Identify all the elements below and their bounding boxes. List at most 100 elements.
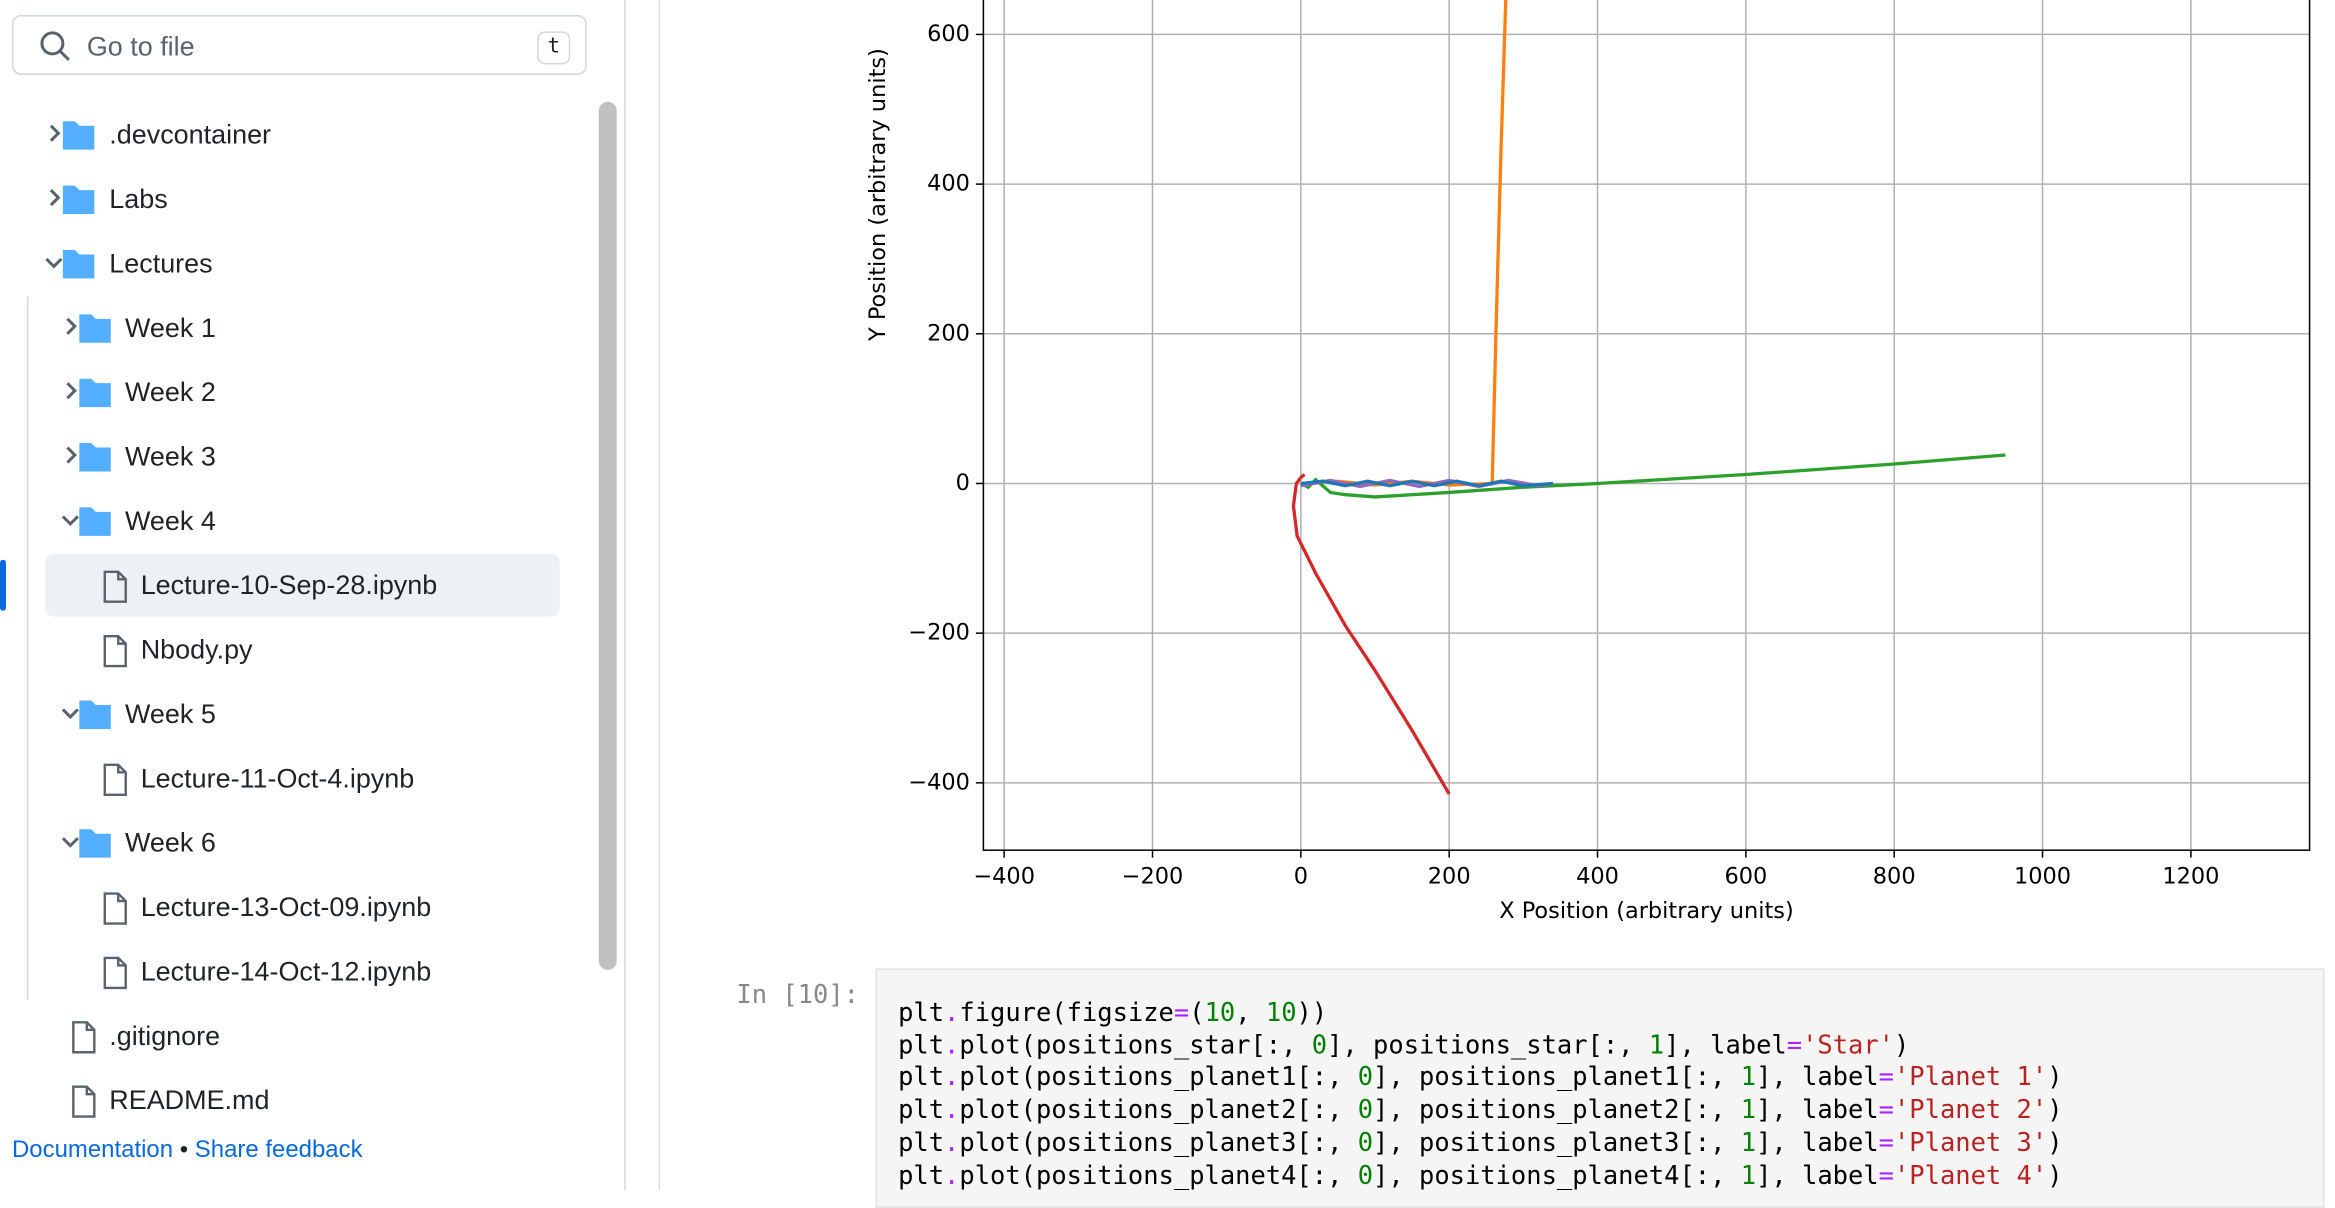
x-tick-label: −400 <box>973 864 1035 890</box>
tree-label: README.md <box>109 1085 270 1116</box>
file-icon <box>72 1085 96 1118</box>
tree-label: Week 4 <box>124 505 216 536</box>
series-line <box>1300 0 1508 487</box>
tree-label: Nbody.py <box>140 634 253 665</box>
footer-link[interactable]: Documentation <box>11 1137 174 1164</box>
divider <box>658 0 661 1190</box>
tree-row[interactable]: Week 5 <box>0 683 569 746</box>
selection-bar <box>0 559 6 611</box>
tree-label: Week 1 <box>124 312 216 343</box>
code-cell[interactable]: plt.figure(figsize=(10, 10)) plt.plot(pos… <box>875 968 2325 1208</box>
tree-row[interactable]: Lectures <box>0 232 569 295</box>
code-token: 'Planet 2' <box>1893 1095 2048 1126</box>
tree-row[interactable]: Week 4 <box>0 489 569 552</box>
tree-label: .gitignore <box>109 1020 221 1051</box>
tree-label: Week 3 <box>124 441 216 472</box>
folder <box>78 700 111 729</box>
tree-row[interactable]: Week 3 <box>0 425 569 488</box>
code-token: 10 <box>1265 998 1297 1029</box>
folder <box>78 314 111 343</box>
code-token: 1 <box>1648 1030 1665 1061</box>
x-axis-label: X Position (arbitrary units) <box>1499 898 1794 924</box>
chevron <box>49 189 61 207</box>
shortcut-key: t <box>537 31 571 65</box>
tree-row[interactable]: .devcontainer <box>0 103 569 166</box>
tree-row[interactable]: Week 2 <box>0 361 569 424</box>
tree-label: Week 6 <box>124 827 216 858</box>
axes-frame <box>982 0 2311 851</box>
file-sidebar: Go to file t .devcontainer Labs Lectures We… <box>0 0 626 1190</box>
tree-label: .devcontainer <box>109 119 272 150</box>
tree-row[interactable]: .gitignore <box>0 1004 569 1067</box>
chevron <box>61 515 79 526</box>
separator: • <box>179 1137 189 1164</box>
folder <box>62 249 95 279</box>
x-tick-label: 600 <box>1724 864 1767 890</box>
tree-row[interactable]: Lecture-13-Oct-09.ipynb <box>0 876 569 939</box>
search-box[interactable]: Go to file t <box>11 14 587 75</box>
y-tick-label: 200 <box>927 320 970 346</box>
tree-row[interactable]: Week 1 <box>0 296 569 359</box>
search-icon <box>40 31 70 61</box>
file-icon <box>103 892 127 925</box>
code-token: . <box>944 1095 960 1126</box>
folder <box>62 185 95 215</box>
code-line: plt.plot(positions_star[:, 0], positions… <box>898 1030 1910 1061</box>
tree-label: Week 2 <box>124 377 216 408</box>
chevron <box>61 837 79 848</box>
tree-row[interactable]: Lecture-14-Oct-12.ipynb <box>0 940 569 1003</box>
code-token: = <box>1878 1063 1894 1094</box>
file-icon <box>103 634 127 668</box>
y-tick-label: −200 <box>908 620 970 646</box>
folder <box>78 507 111 536</box>
tree-row[interactable]: Labs <box>0 168 569 231</box>
code-line: plt.figure(figsize=(10, 10)) <box>898 998 1328 1029</box>
code-token: 0 <box>1357 1063 1374 1094</box>
selection-bg <box>44 553 560 617</box>
tree-row[interactable]: Week 6 <box>0 811 569 874</box>
chevron <box>45 257 63 269</box>
code-token: 'Planet 3' <box>1893 1128 2048 1159</box>
tree-row[interactable]: Lecture-11-Oct-4.ipynb <box>0 747 569 810</box>
chevron <box>65 382 77 400</box>
code-token: 1 <box>1740 1063 1757 1094</box>
scrollbar[interactable] <box>598 101 617 970</box>
chevron <box>65 446 77 464</box>
footer-link[interactable]: Share feedback <box>194 1137 363 1164</box>
code-token: = <box>1878 1128 1894 1159</box>
code-token: 'Star' <box>1802 1030 1895 1061</box>
code-token: = <box>1786 1030 1803 1061</box>
x-tick-label: 0 <box>1294 864 1308 890</box>
folder-icon <box>61 507 111 536</box>
footer: Documentation • Share feedback <box>12 1138 363 1165</box>
code-token: . <box>944 1160 960 1191</box>
tree-row[interactable]: Nbody.py <box>0 618 569 681</box>
folder-icon <box>49 121 95 150</box>
y-tick-label: 600 <box>927 21 970 47</box>
code-token: = <box>1878 1160 1894 1191</box>
tree-label: Week 5 <box>124 699 216 729</box>
chevron <box>65 317 77 335</box>
folder-icon <box>65 378 111 408</box>
tree-row[interactable]: Lecture-10-Sep-28.ipynb <box>0 554 569 617</box>
code-token: 0 <box>1357 1128 1374 1159</box>
file <box>72 1021 96 1054</box>
tree-row[interactable]: README.md <box>0 1069 569 1132</box>
x-tick-label: 200 <box>1428 864 1471 890</box>
file-icon <box>72 1021 96 1054</box>
code-line: plt.plot(positions_planet3[:, 0], positi… <box>898 1128 2063 1159</box>
x-tick-label: 800 <box>1873 864 1916 890</box>
file-icon <box>103 763 127 796</box>
y-tick-label: 400 <box>927 171 970 197</box>
x-tick-label: 400 <box>1576 864 1619 890</box>
series-line <box>1300 453 2006 499</box>
folder <box>78 443 111 472</box>
code-token: 1 <box>1740 1128 1757 1159</box>
x-tick-label: 1200 <box>2162 864 2219 890</box>
chevron <box>61 708 79 720</box>
tree-label: Labs <box>109 184 168 215</box>
folder <box>78 829 111 858</box>
tree-label: Lecture-13-Oct-09.ipynb <box>140 892 432 923</box>
file <box>103 763 127 796</box>
